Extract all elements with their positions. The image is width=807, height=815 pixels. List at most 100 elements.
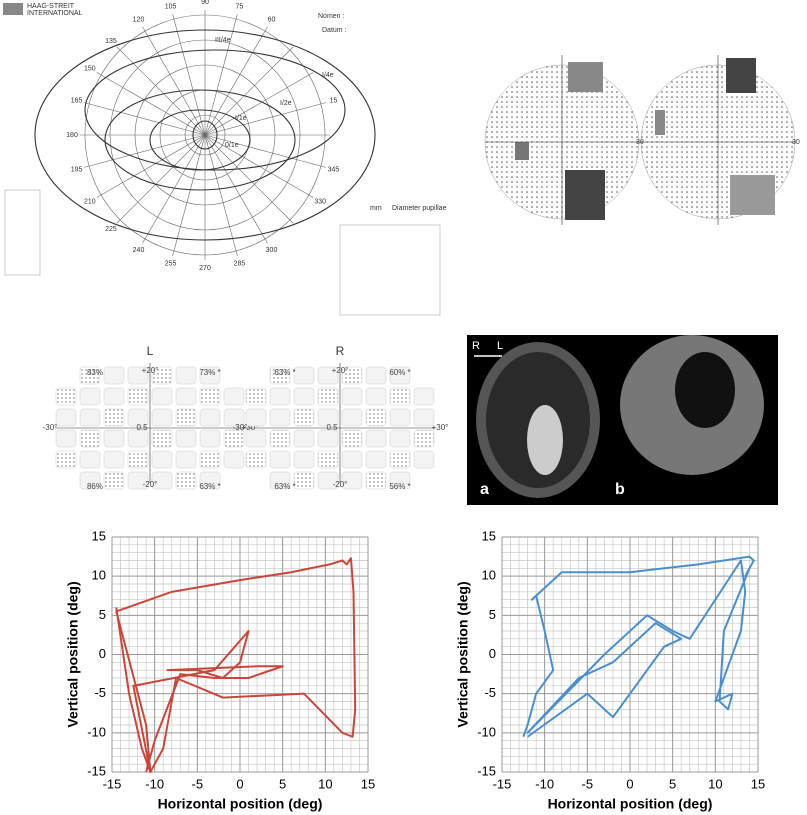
test-cell — [245, 450, 267, 469]
test-cell — [103, 471, 125, 490]
axis-label: +30° — [432, 423, 449, 432]
radial — [204, 26, 268, 136]
test-cell — [199, 387, 221, 406]
angle-label: 150 — [84, 65, 96, 72]
test-cell — [365, 408, 387, 427]
percentage: 83% — [87, 368, 103, 377]
radial — [204, 134, 294, 224]
test-cell — [175, 366, 197, 385]
scanpath — [522, 555, 755, 738]
angle-label: 165 — [71, 97, 83, 104]
test-cell — [365, 387, 387, 406]
y-tick-label: 0 — [489, 646, 496, 661]
angle-label: 330 — [314, 198, 326, 205]
test-cell — [269, 429, 291, 448]
test-cell — [245, 387, 267, 406]
test-cell — [293, 366, 315, 385]
x-tick-label: 15 — [361, 776, 375, 791]
test-cell — [341, 450, 363, 469]
test-cell — [341, 429, 363, 448]
radial — [96, 72, 206, 136]
angle-label: 210 — [84, 198, 96, 205]
test-cell — [175, 429, 197, 448]
percentage: 63% * — [199, 482, 220, 491]
test-cell — [199, 450, 221, 469]
radial — [84, 102, 206, 136]
test-cell — [245, 429, 267, 448]
isopter — [104, 89, 296, 191]
test-cell — [269, 387, 291, 406]
panel-label: a — [480, 481, 489, 498]
test-cell — [103, 387, 125, 406]
test-cell — [175, 408, 197, 427]
test-cell — [127, 387, 149, 406]
angle-label: 300 — [266, 247, 278, 254]
percentage: 73% * — [199, 368, 220, 377]
chart: -15 -10 -5 0 5 10 15 -15 -10 -5 0 5 10 15 Horizontal p… — [455, 528, 766, 811]
test-cell — [341, 471, 363, 490]
test-cell — [389, 429, 411, 448]
test-cell — [317, 408, 339, 427]
unit: mm — [370, 205, 382, 212]
y-tick-label: -10 — [477, 724, 496, 739]
scanpath — [115, 557, 357, 773]
radial — [204, 134, 268, 244]
x-tick-label: 0 — [236, 776, 243, 791]
test-cell — [389, 366, 411, 385]
angle-label: 270 — [199, 265, 211, 272]
axis-label: 30 — [792, 139, 800, 146]
angle-label: 105 — [165, 3, 177, 10]
test-cell — [413, 387, 435, 406]
test-cell — [365, 450, 387, 469]
x-tick-label: 15 — [751, 776, 765, 791]
header: INTERNATIONAL — [27, 10, 83, 17]
radial — [204, 14, 238, 136]
axis-label: 30 — [636, 139, 644, 146]
test-cell — [55, 429, 77, 448]
y-tick-label: 15 — [92, 528, 106, 543]
test-cell — [365, 471, 387, 490]
test-cell — [389, 450, 411, 469]
field-title: L — [147, 344, 154, 358]
test-cell — [79, 471, 101, 490]
percentage: 63% * — [274, 482, 295, 491]
radial — [84, 134, 206, 168]
x-tick-label: 10 — [708, 776, 722, 791]
test-cell — [103, 408, 125, 427]
field-label: Nomen : — [318, 13, 345, 20]
y-tick-label: 5 — [489, 607, 496, 622]
y-tick-label: 15 — [482, 528, 496, 543]
goldmann-panel: HAAG-STREIT INTERNATIONAL Nomen : Datum … — [3, 0, 447, 316]
x-tick-label: 5 — [669, 776, 676, 791]
test-cell — [293, 450, 315, 469]
mri-panel: a b R L — [467, 335, 778, 505]
defect — [730, 175, 775, 215]
test-cell — [79, 429, 101, 448]
radial — [204, 134, 326, 168]
defect — [568, 62, 603, 92]
axis-label: -20° — [333, 480, 348, 489]
defect — [655, 110, 665, 135]
chart: -15 -10 -5 0 5 10 15 -15 -10 -5 0 5 10 15 Horizontal p… — [65, 528, 376, 811]
isopter-label: 0/1e — [225, 142, 239, 149]
percentage: 63% * — [274, 368, 295, 377]
x-tick-label: 5 — [279, 776, 286, 791]
test-cell — [79, 450, 101, 469]
y-axis-label: Vertical position (deg) — [455, 581, 471, 727]
x-axis-label: Horizontal position (deg) — [158, 796, 323, 812]
angle-label: 285 — [234, 260, 246, 267]
defect — [515, 142, 529, 160]
axis-label: 0.5 — [326, 423, 338, 432]
test-cell — [365, 366, 387, 385]
test-cell — [341, 387, 363, 406]
test-cell — [175, 387, 197, 406]
perimeter-grid: 15 60 75 90 105 120 135 150 165 180 195 210 225 240 25… — [66, 0, 339, 272]
test-cell — [151, 408, 173, 427]
ventricle — [527, 405, 563, 475]
pupil-label: Diameter pupillae — [392, 205, 447, 212]
test-cell — [103, 429, 125, 448]
radial — [116, 134, 206, 224]
panel-label: b — [615, 481, 625, 498]
octopus-fields: L83% 73% *86% 63% *+20°-20°-30° +30°0.5R63%… — [43, 344, 449, 491]
